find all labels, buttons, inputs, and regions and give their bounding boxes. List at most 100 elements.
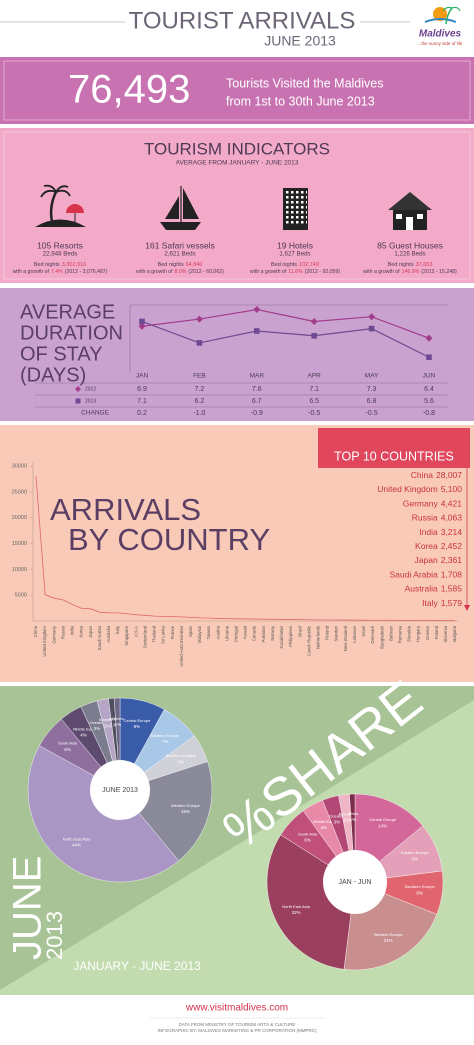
y-tick-label: 30000 (12, 464, 27, 470)
x-tick-label: Saudi Arabia (97, 625, 102, 650)
slice-value: 8% (134, 724, 141, 729)
slice-label: Western Europe (171, 803, 201, 808)
growth-label: with a growth of (136, 269, 173, 275)
top10-country: Japan (415, 555, 438, 565)
x-tick-label: Germany (51, 625, 56, 644)
slice-value: 3% (94, 726, 101, 731)
chart-title: (DAYS) (20, 364, 86, 386)
table-value: 6.9 (137, 386, 147, 393)
slice-label: Central Europe (369, 817, 397, 822)
top10-country: China (411, 470, 433, 480)
x-tick-label: Australia (106, 625, 111, 642)
series-line (35, 476, 456, 622)
legend-marker (75, 386, 81, 392)
growth-label: with a growth of (250, 269, 287, 275)
slice-label: Americas (99, 717, 116, 722)
table-value: 7.1 (137, 398, 147, 405)
legend-label: 2013 (85, 398, 96, 404)
slice-value: 21% (384, 938, 393, 943)
slice-label: Oceania (89, 720, 105, 725)
slice-label: Others (112, 716, 124, 721)
x-tick-label: New Zealand (343, 625, 348, 651)
marker (253, 306, 261, 314)
table-value: 5.6 (424, 398, 434, 405)
growth-prior: (2012 - 3,076,487) (65, 269, 108, 275)
marker (368, 325, 375, 332)
legend-marker (75, 398, 81, 404)
chart-title: AVERAGE (20, 301, 115, 323)
x-tick-label: Spain (188, 625, 193, 637)
top10-country: Saudi Arabia (390, 570, 438, 580)
indicator-bed-nights: Bed nights 3,302,916 (34, 262, 86, 268)
slice-label: South Asia (298, 831, 318, 836)
bed-nights-value: 37,653 (416, 262, 433, 268)
duration-frame (35, 304, 448, 408)
top10-country: Germany (403, 499, 439, 509)
logo: Maldives (419, 29, 462, 40)
x-tick-label: Pakistan (261, 625, 266, 642)
slice-value: 2% (104, 723, 111, 728)
slice-value: 1% (350, 817, 357, 822)
x-tick-label: Canada (252, 625, 257, 641)
x-tick-label: Romania (397, 625, 402, 643)
indicator-bed-nights: Bed nights 37,653 (388, 262, 433, 268)
x-tick-label: Sri Lanka (161, 625, 166, 644)
x-tick-label: Lebanon (352, 625, 357, 642)
top10-value: 1,708 (441, 570, 463, 580)
top10-value: 3,214 (441, 527, 463, 537)
indicator-name: 161 Safari vessels (145, 240, 214, 250)
indicator-growth: with a growth of 11.6% (2012 - 92,059) (250, 269, 340, 275)
x-tick-label: Finland (325, 625, 330, 640)
x-tick-label: Ukraine (224, 625, 229, 640)
hotel-icon (283, 188, 308, 230)
safari-icon (160, 186, 201, 230)
change-value: -0.8 (423, 410, 435, 417)
indicator-bed-nights: Bed nights 64,840 (158, 262, 203, 268)
change-value: -0.9 (251, 410, 263, 417)
change-value: -0.5 (308, 410, 320, 417)
footer-url: www.visitmaldives.com (185, 1003, 288, 1014)
y-tick-label: 25000 (12, 489, 27, 495)
x-tick-label: Poland (434, 625, 439, 639)
slice-value: 4% (80, 733, 87, 738)
bed-nights-label: Bed nights (388, 262, 414, 268)
month-label: MAR (250, 373, 265, 380)
slice-value: 4% (320, 825, 327, 830)
month-label: FEB (193, 373, 206, 380)
bed-nights-value: 64,840 (186, 262, 203, 268)
slice-label: Central Europe (123, 718, 151, 723)
slice-value: 2% (344, 818, 351, 823)
slice-value: 44% (72, 843, 81, 848)
top10-country: Italy (422, 598, 438, 608)
pie-hole (323, 850, 387, 914)
chart-title: ARRIVALS (50, 492, 201, 527)
slice-value: 1% (115, 722, 122, 727)
indicator-bed-nights: Bed nights 102,749 (271, 262, 319, 268)
x-tick-label: Portugal (234, 626, 239, 642)
slice-label: Middle East (313, 819, 335, 824)
slice-label: Middle East (73, 727, 95, 732)
slice-value: 19% (181, 809, 190, 814)
x-tick-label: Switzerland (142, 625, 147, 648)
marker (195, 315, 203, 323)
tagline: ...the sunny side of life (418, 41, 463, 46)
top10-row: Australia 1,585 (405, 584, 463, 594)
indicator-growth: with a growth of 146.9% (2012 - 15,248) (363, 269, 457, 275)
table-value: 7.1 (309, 386, 319, 393)
month-label: JAN (136, 373, 149, 380)
pie-title: JUNE 2013 (102, 787, 138, 794)
resort-icon (35, 184, 86, 227)
slice-value: 6% (304, 838, 311, 843)
x-tick-label: Kuwait (243, 625, 248, 639)
top10-row: China 28,007 (411, 470, 462, 480)
x-tick-label: India (70, 625, 75, 635)
top10-title: TOP 10 COUNTRIES (334, 449, 454, 463)
growth-value: 11.6% (288, 269, 303, 275)
logo-mark (424, 6, 461, 25)
title: TOURIST ARRIVALS (129, 7, 356, 34)
section-subtitle: AVERAGE FROM JANUARY - JUNE 2013 (176, 160, 299, 167)
y-tick-label: 15000 (12, 541, 27, 547)
series-line (141, 320, 430, 358)
x-tick-label: Israel (361, 626, 366, 637)
bed-nights-value: 3,302,916 (62, 262, 86, 268)
